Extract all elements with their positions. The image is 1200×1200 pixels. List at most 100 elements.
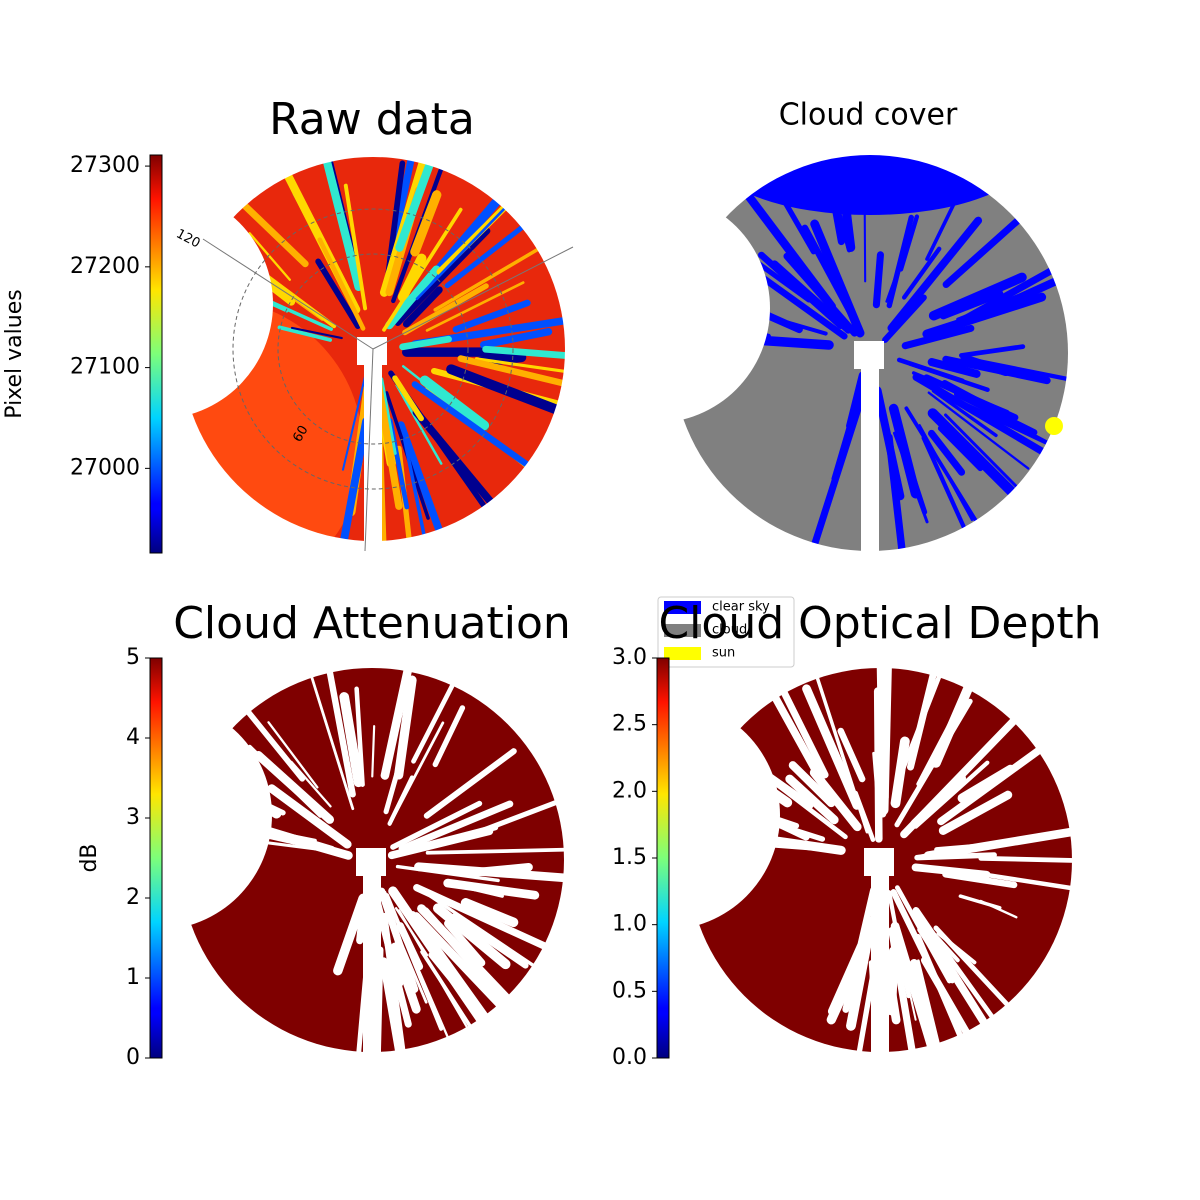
sky-streak (807, 74, 845, 246)
sky-streak (417, 904, 510, 1002)
polar-grid (232, 208, 514, 490)
sky-streak (866, 439, 874, 504)
sky-streak (388, 886, 490, 1031)
sky-streak (394, 227, 491, 327)
colorbar-tick-label: 5 (126, 645, 140, 670)
legend-label: clear sky (712, 600, 770, 615)
sky-streak (402, 283, 489, 336)
sky-streak (958, 894, 1002, 910)
sky-streak (395, 119, 449, 252)
sky-streak (423, 748, 517, 819)
colorbar-tick-label: 0.0 (612, 1045, 647, 1070)
sky-streak (397, 421, 448, 547)
sky-streak (411, 381, 537, 473)
sky-streak (629, 252, 803, 334)
sky-streak (379, 957, 412, 1105)
sky-streak (886, 214, 914, 309)
sky-streak (397, 253, 427, 302)
sky-streak (965, 241, 1139, 325)
sky-streak (888, 403, 921, 499)
sky-streak (385, 265, 441, 330)
polar-label: 60 (290, 423, 311, 445)
sky-streak (770, 260, 853, 334)
sky-streak (460, 898, 519, 928)
sky-streak (168, 205, 296, 306)
sky-streak (228, 836, 343, 854)
sky-streak (464, 885, 504, 898)
sky-streak (912, 373, 1068, 468)
sky-streak (785, 774, 839, 825)
sky-streak (737, 182, 837, 311)
sky-streak (914, 852, 997, 861)
colorbar-tick-label: 3.0 (612, 645, 647, 670)
sky-streak (389, 944, 404, 987)
sky-streak (388, 721, 445, 826)
polar-axis (364, 348, 374, 552)
legend-label: sun (712, 646, 735, 661)
polar-grid (277, 253, 469, 445)
sky-streak (927, 391, 1030, 470)
sky-streak (833, 271, 862, 334)
sky-streak (240, 703, 306, 782)
sky-streak (895, 885, 952, 984)
sky-streak (844, 958, 878, 1124)
sky-streak (402, 286, 443, 328)
sky-streak (931, 389, 998, 438)
sky-streak (432, 705, 466, 768)
sky-streak (718, 828, 846, 855)
sky-streak (978, 855, 1111, 864)
sky-streak (837, 727, 866, 783)
sky-streak (373, 370, 403, 510)
sky-streak (457, 355, 576, 389)
sky-streak (369, 404, 382, 545)
legend-swatch (664, 601, 701, 614)
sky-streak (605, 293, 771, 339)
sky-streak (827, 941, 866, 1016)
sky-streak (340, 417, 371, 543)
sky-streak (846, 916, 876, 1031)
sky-streak (395, 864, 500, 883)
sky-streak (373, 946, 384, 1079)
sky-streak (398, 800, 514, 853)
sky-streak (881, 951, 901, 1025)
sky-streak (732, 800, 810, 841)
colorbar-tick-label: 2.0 (612, 778, 647, 803)
sky-streak (341, 374, 367, 471)
sky-streak (765, 657, 829, 779)
sky-streak (910, 773, 967, 829)
colorbar-tick-label: 0 (126, 1045, 140, 1070)
sky-streak (915, 833, 1042, 859)
sky-streak (371, 725, 376, 778)
legend-label: cloud (712, 623, 747, 638)
legend-swatch (664, 624, 701, 637)
sky-streak (399, 335, 452, 351)
sky-streak (413, 883, 563, 957)
legend-swatch (664, 647, 701, 660)
sky-streak (898, 214, 920, 272)
polar-axis (372, 246, 574, 350)
sky-streak (304, 656, 355, 811)
sky-streak (412, 912, 532, 1038)
sky-streak (290, 326, 343, 340)
sky-streak (394, 675, 417, 780)
sky-streak (890, 736, 910, 809)
sky-streak (425, 847, 591, 855)
sky-streak (452, 299, 531, 333)
sky-streak (741, 842, 815, 851)
sky-streak (402, 365, 450, 403)
sky-streak (317, 237, 366, 331)
colorbar (656, 657, 670, 1059)
sky-streak (944, 413, 1021, 491)
sky-streak (411, 647, 474, 764)
sky-region (63, 299, 363, 599)
sky-streak (918, 424, 974, 522)
sky-region (711, 95, 1029, 215)
sky-streak (482, 345, 632, 364)
sky-streak (809, 768, 862, 832)
sky-streak (446, 364, 585, 424)
sky-streak (950, 396, 1065, 453)
sky-streak (480, 328, 553, 349)
sky-streak (267, 721, 319, 789)
sky-streak (354, 686, 365, 787)
